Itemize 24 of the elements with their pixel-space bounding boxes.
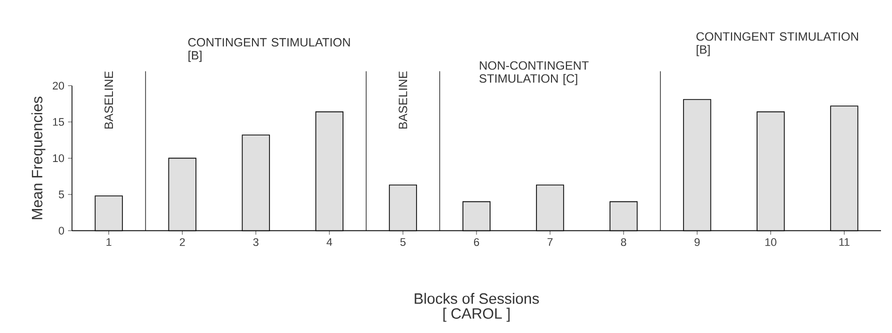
annotation: BASELINE: [104, 71, 114, 129]
x-tick-label: 11: [839, 238, 850, 246]
y-tick-label: 5: [58, 190, 64, 198]
text: NON-CONTINGENT STIMULATION [C]: [479, 61, 589, 86]
x-axis-title: Blocks of Sessions: [414, 292, 539, 304]
y-tick-label: 20: [52, 82, 64, 90]
x-tick-label: 6: [474, 238, 480, 246]
x-tick-label: 5: [400, 238, 406, 246]
text: CONTINGENT STIMULATION [B]: [696, 32, 858, 56]
y-tick-label: 10: [53, 154, 64, 162]
y-tick-label: 0: [58, 226, 64, 235]
annotation: BASELINE: [398, 71, 408, 129]
x-tick-label: 9: [694, 238, 700, 246]
x-tick-label: 4: [326, 238, 332, 246]
text: CONTINGENT STIMULATION [B]: [188, 38, 350, 62]
x-tick-label: 3: [253, 238, 258, 246]
x-tick-label: 7: [548, 238, 553, 246]
x-tick-label: 8: [621, 238, 626, 246]
y-tick-label: 15: [53, 118, 64, 126]
x-tick-label: 1: [106, 238, 112, 246]
y-axis-title: Mean Frequencies: [31, 96, 46, 220]
x-tick-label: 2: [180, 238, 185, 246]
x-tick-label: 10: [765, 238, 776, 246]
text: [ CAROL ]: [443, 308, 510, 322]
